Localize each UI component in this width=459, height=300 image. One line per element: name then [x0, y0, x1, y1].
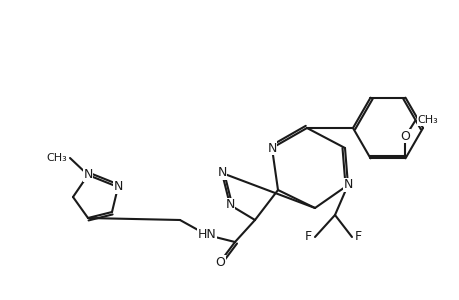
Text: N: N: [342, 178, 352, 191]
Text: N: N: [83, 169, 92, 182]
Text: O: O: [400, 130, 409, 143]
Text: F: F: [354, 230, 361, 244]
Text: HN: HN: [197, 229, 216, 242]
Text: CH₃: CH₃: [46, 153, 67, 163]
Text: N: N: [217, 167, 226, 179]
Text: N: N: [113, 181, 123, 194]
Text: F: F: [304, 230, 311, 244]
Text: N: N: [267, 142, 276, 154]
Text: CH₃: CH₃: [417, 115, 437, 125]
Text: N: N: [225, 199, 234, 212]
Text: O: O: [215, 256, 224, 268]
